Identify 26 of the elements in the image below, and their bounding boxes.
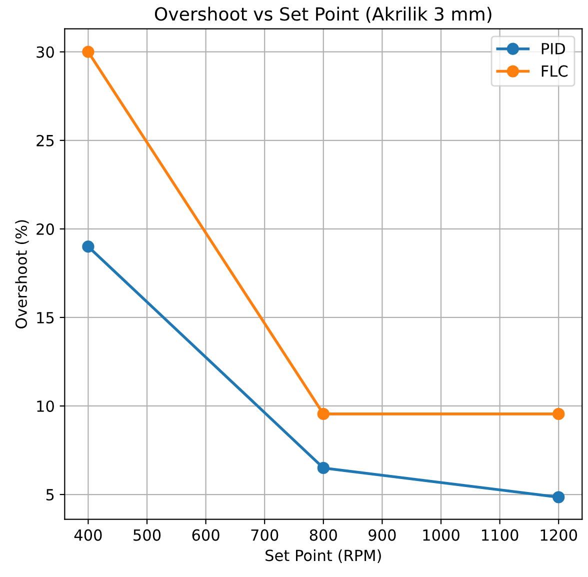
x-tick-label: 1000	[423, 529, 460, 541]
x-tick-label: 500	[134, 529, 161, 541]
x-tick-label: 1100	[482, 529, 518, 541]
x-tick-label: 1200	[540, 529, 578, 541]
x-tick-label: 600	[192, 529, 220, 541]
point	[82, 46, 94, 58]
point	[552, 491, 565, 504]
point	[317, 462, 330, 474]
y-axis-title: Overshoot (%)	[15, 220, 29, 328]
point	[82, 240, 94, 253]
x-tick-label: 900	[368, 529, 396, 541]
point	[317, 408, 330, 420]
y-tick-label: 5	[46, 489, 54, 501]
x-axis-title: Set Point (RPM)	[266, 549, 381, 563]
legend-label: FLC	[542, 65, 568, 77]
y-tick-label: 25	[36, 134, 54, 146]
point	[552, 408, 565, 420]
y-tick-label: 10	[37, 400, 54, 412]
y-tick-label: 20	[36, 223, 54, 235]
legend-label: PID	[542, 43, 565, 54]
y-tick-label: 30	[36, 46, 54, 58]
chart-title: Overshoot vs Set Point (Akrilik 3 mm)	[154, 6, 492, 23]
x-tick-label: 400	[74, 529, 102, 541]
x-tick-label: 800	[310, 529, 337, 541]
x-tick-label: 700	[251, 529, 278, 541]
y-tick-label: 15	[37, 312, 54, 324]
